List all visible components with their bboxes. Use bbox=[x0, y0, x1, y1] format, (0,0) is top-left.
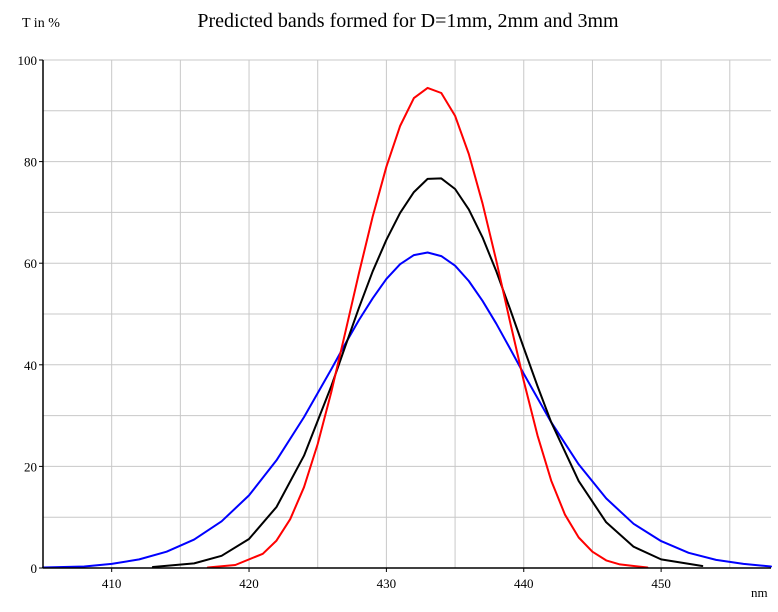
y-tick-label: 20 bbox=[24, 459, 37, 474]
series-line-2 bbox=[151, 177, 704, 568]
x-tick-label: 450 bbox=[651, 576, 671, 591]
x-tick-label: 430 bbox=[377, 576, 397, 591]
grid bbox=[42, 59, 771, 568]
series-line-1 bbox=[42, 251, 772, 569]
series-line-3 bbox=[206, 86, 649, 569]
y-tick-label: 60 bbox=[24, 256, 37, 271]
y-tick-label: 100 bbox=[18, 53, 38, 68]
y-axis-label: T in % bbox=[22, 16, 60, 31]
y-tick-label: 80 bbox=[24, 155, 37, 170]
series-group bbox=[42, 86, 772, 569]
x-tick-label: 440 bbox=[514, 576, 534, 591]
tick-labels: 0 20 40 60 80 100 410 420 430 440 450 bbox=[18, 53, 671, 591]
x-tick-label: 410 bbox=[102, 576, 122, 591]
y-tick-label: 40 bbox=[24, 358, 37, 373]
chart-title: Predicted bands formed for D=1mm, 2mm an… bbox=[197, 10, 619, 32]
x-axis-unit-label: nm bbox=[751, 585, 768, 600]
y-tick-label: 0 bbox=[31, 561, 38, 576]
x-tick-label: 420 bbox=[239, 576, 259, 591]
axes bbox=[39, 59, 771, 572]
